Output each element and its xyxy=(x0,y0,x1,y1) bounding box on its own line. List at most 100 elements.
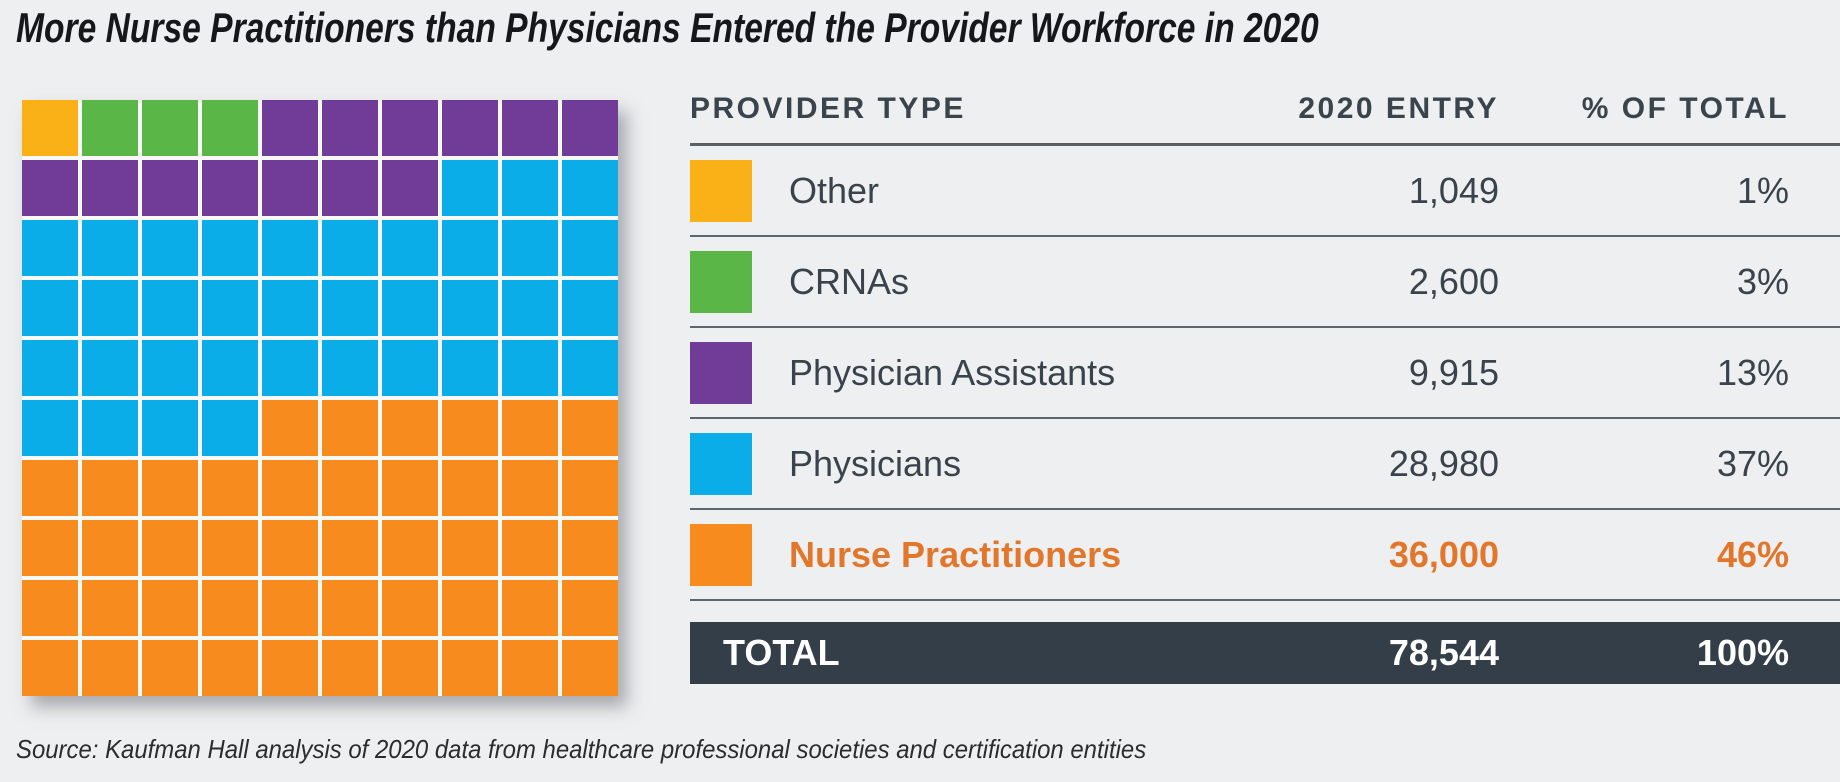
waffle-cell-physician-assistants xyxy=(322,160,378,216)
waffle-cell-nurse-practitioners xyxy=(502,520,558,576)
waffle-cell-nurse-practitioners xyxy=(382,460,438,516)
waffle-cell-physicians xyxy=(22,280,78,336)
waffle-cell-nurse-practitioners xyxy=(202,580,258,636)
waffle-cell-nurse-practitioners xyxy=(142,460,198,516)
waffle-cell-nurse-practitioners xyxy=(502,580,558,636)
waffle-cell-nurse-practitioners xyxy=(262,400,318,456)
waffle-cell-physicians xyxy=(142,400,198,456)
waffle-cell-physicians xyxy=(442,160,498,216)
col-header-provider-type: PROVIDER TYPE xyxy=(690,92,966,125)
waffle-cell-physicians xyxy=(142,280,198,336)
waffle-cell-nurse-practitioners xyxy=(202,460,258,516)
row-pct: 37% xyxy=(1716,442,1789,484)
waffle-cell-physicians xyxy=(202,280,258,336)
waffle-cell-nurse-practitioners xyxy=(202,520,258,576)
total-label: TOTAL xyxy=(723,632,840,673)
waffle-cell-nurse-practitioners xyxy=(442,400,498,456)
waffle-cell-other xyxy=(22,100,78,156)
table-row: Physician Assistants 9,915 13% xyxy=(690,328,1840,419)
waffle-cell-crnas xyxy=(82,100,138,156)
waffle-cell-crnas xyxy=(202,100,258,156)
waffle-cell-physicians xyxy=(562,220,618,276)
waffle-cell-nurse-practitioners xyxy=(322,400,378,456)
waffle-cell-physicians xyxy=(22,340,78,396)
waffle-cell-physicians xyxy=(502,160,558,216)
waffle-cell-nurse-practitioners xyxy=(442,580,498,636)
row-label: Nurse Practitioners xyxy=(789,533,1122,575)
waffle-cell-nurse-practitioners xyxy=(442,640,498,696)
row-label: Physicians xyxy=(789,442,962,484)
waffle-cell-physicians xyxy=(322,280,378,336)
waffle-cell-physicians xyxy=(502,280,558,336)
waffle-cell-physician-assistants xyxy=(502,100,558,156)
row-pct: 13% xyxy=(1716,351,1789,393)
waffle-cell-nurse-practitioners xyxy=(142,580,198,636)
waffle-cell-physicians xyxy=(442,220,498,276)
waffle-cell-physicians xyxy=(442,340,498,396)
page-title: More Nurse Practitioners than Physicians… xyxy=(16,4,1319,51)
waffle-cell-physician-assistants xyxy=(82,160,138,216)
total-row: TOTAL 78,544 100% xyxy=(690,622,1840,684)
waffle-cell-physician-assistants xyxy=(202,160,258,216)
legend-swatch xyxy=(690,159,752,222)
waffle-cell-physicians xyxy=(82,340,138,396)
waffle-cell-nurse-practitioners xyxy=(262,520,318,576)
waffle-cell-nurse-practitioners xyxy=(322,640,378,696)
waffle-cell-physicians xyxy=(262,280,318,336)
waffle-cell-physician-assistants xyxy=(262,100,318,156)
waffle-cell-nurse-practitioners xyxy=(382,580,438,636)
waffle-cell-nurse-practitioners xyxy=(562,640,618,696)
row-value: 36,000 xyxy=(1388,533,1499,575)
waffle-cell-nurse-practitioners xyxy=(382,520,438,576)
waffle-cell-nurse-practitioners xyxy=(322,520,378,576)
row-value: 9,915 xyxy=(1408,351,1499,393)
waffle-cell-physician-assistants xyxy=(562,100,618,156)
waffle-cell-physicians xyxy=(142,220,198,276)
row-label: Physician Assistants xyxy=(789,351,1116,393)
waffle-cell-nurse-practitioners xyxy=(442,520,498,576)
provider-table: PROVIDER TYPE 2020 ENTRY % OF TOTAL Othe… xyxy=(690,75,1840,684)
waffle-cell-physicians xyxy=(442,280,498,336)
waffle-cell-crnas xyxy=(142,100,198,156)
waffle-cell-physicians xyxy=(82,400,138,456)
waffle-cell-nurse-practitioners xyxy=(142,640,198,696)
waffle-cell-nurse-practitioners xyxy=(142,520,198,576)
row-label: CRNAs xyxy=(789,260,910,302)
waffle-cell-nurse-practitioners xyxy=(502,460,558,516)
source-note: Source: Kaufman Hall analysis of 2020 da… xyxy=(16,734,1147,764)
col-header-pct-of-total: % OF TOTAL xyxy=(1581,92,1789,125)
row-label: Other xyxy=(789,169,880,211)
waffle-cell-nurse-practitioners xyxy=(262,460,318,516)
waffle-cell-physician-assistants xyxy=(22,160,78,216)
waffle-cell-nurse-practitioners xyxy=(82,520,138,576)
waffle-cell-nurse-practitioners xyxy=(322,580,378,636)
waffle-cell-nurse-practitioners xyxy=(22,580,78,636)
table-row: CRNAs 2,600 3% xyxy=(690,237,1840,328)
row-pct: 46% xyxy=(1716,533,1789,575)
waffle-cell-nurse-practitioners xyxy=(82,640,138,696)
waffle-cell-nurse-practitioners xyxy=(322,460,378,516)
waffle-cell-physician-assistants xyxy=(142,160,198,216)
legend-swatch xyxy=(690,523,752,586)
waffle-cell-physician-assistants xyxy=(382,100,438,156)
waffle-cell-nurse-practitioners xyxy=(22,520,78,576)
waffle-cell-physicians xyxy=(22,220,78,276)
waffle-cell-physicians xyxy=(562,280,618,336)
waffle-cell-physicians xyxy=(82,280,138,336)
row-value: 2,600 xyxy=(1408,260,1499,302)
table-row: Other 1,049 1% xyxy=(690,146,1840,237)
waffle-cell-physicians xyxy=(262,220,318,276)
waffle-cell-physicians xyxy=(562,160,618,216)
waffle-cell-physician-assistants xyxy=(442,100,498,156)
waffle-cell-physicians xyxy=(322,340,378,396)
waffle-cell-nurse-practitioners xyxy=(22,640,78,696)
waffle-cell-physician-assistants xyxy=(322,100,378,156)
waffle-cell-physicians xyxy=(322,220,378,276)
waffle-cell-physicians xyxy=(502,220,558,276)
legend-swatch xyxy=(690,341,752,404)
row-value: 28,980 xyxy=(1388,442,1499,484)
waffle-cell-nurse-practitioners xyxy=(562,520,618,576)
waffle-cell-physicians xyxy=(382,280,438,336)
waffle-cell-physicians xyxy=(562,340,618,396)
waffle-cell-physicians xyxy=(382,220,438,276)
